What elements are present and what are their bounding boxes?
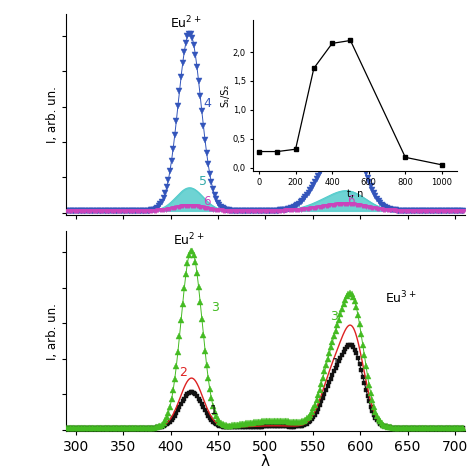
Text: 2: 2 [179,366,187,379]
Text: Eu$^{2+}$: Eu$^{2+}$ [173,231,204,248]
Text: 5: 5 [199,175,207,189]
Text: 6: 6 [203,195,210,208]
Text: Eu$^{3+}$: Eu$^{3+}$ [385,290,417,307]
Text: 1: 1 [210,404,218,418]
Y-axis label: I, arb. un.: I, arb. un. [46,86,59,143]
X-axis label: λ: λ [261,455,270,469]
Text: 4: 4 [368,137,376,150]
Text: Eu$^{3+}$: Eu$^{3+}$ [396,132,428,148]
Text: 4: 4 [204,97,212,109]
Text: 3: 3 [330,310,338,322]
Text: 1: 1 [332,357,340,371]
Text: Eu$^{2+}$: Eu$^{2+}$ [170,15,201,31]
Text: 3: 3 [211,301,219,314]
Text: 6: 6 [347,194,355,207]
Y-axis label: I, arb. un.: I, arb. un. [46,302,59,359]
